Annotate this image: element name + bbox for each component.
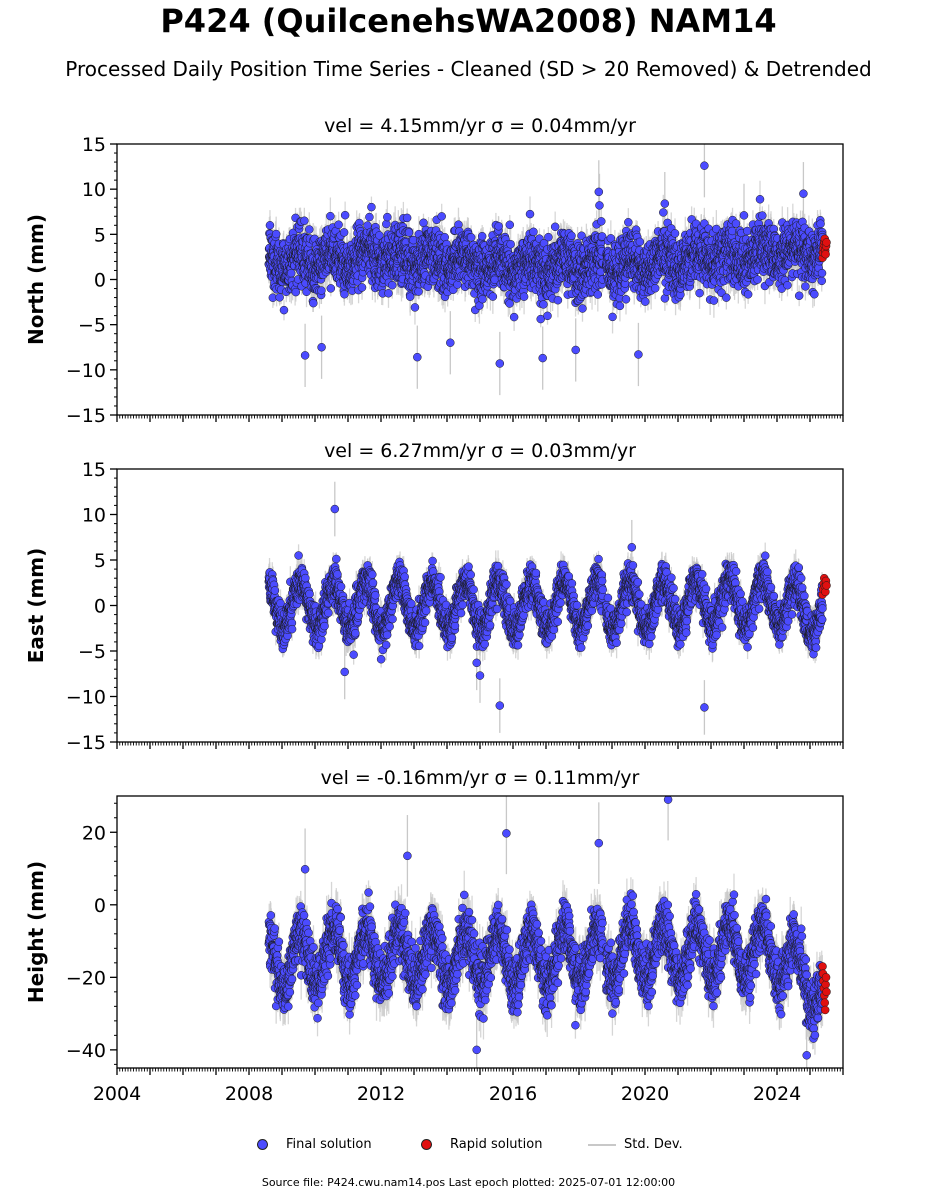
final-point xyxy=(419,218,428,228)
final-point xyxy=(340,289,349,299)
final-point xyxy=(339,228,349,237)
final-point xyxy=(383,212,392,222)
panel-title-north: vel = 4.15mm/yr σ = 0.04mm/yr xyxy=(324,115,636,137)
final-point xyxy=(265,221,275,230)
final-point xyxy=(410,303,420,312)
final-point xyxy=(384,289,393,298)
final-point xyxy=(279,305,289,315)
final-point xyxy=(375,231,384,240)
final-point xyxy=(309,298,318,308)
final-point xyxy=(291,287,301,297)
figure-subtitle: Processed Daily Position Time Series - C… xyxy=(0,57,937,81)
final-point xyxy=(275,293,284,302)
final-point xyxy=(271,229,281,239)
final-point xyxy=(365,212,374,222)
final-point xyxy=(326,211,335,221)
y-axis-label-north: North (mm) xyxy=(24,214,48,345)
final-point xyxy=(326,284,336,293)
final-point xyxy=(300,216,309,225)
final-point xyxy=(402,213,412,223)
final-point xyxy=(340,210,350,220)
final-point xyxy=(305,225,314,234)
final-point xyxy=(286,268,296,278)
final-point xyxy=(317,286,326,295)
final-point xyxy=(334,220,343,229)
final-point xyxy=(367,202,376,212)
final-point xyxy=(388,280,397,290)
figure-title: P424 (QuilcenehsWA2008) NAM14 xyxy=(0,2,937,40)
final-point xyxy=(357,283,367,292)
final-point xyxy=(414,287,423,296)
data-layer-north xyxy=(264,144,831,396)
final-point xyxy=(404,228,414,237)
points-layer-north xyxy=(264,161,831,368)
